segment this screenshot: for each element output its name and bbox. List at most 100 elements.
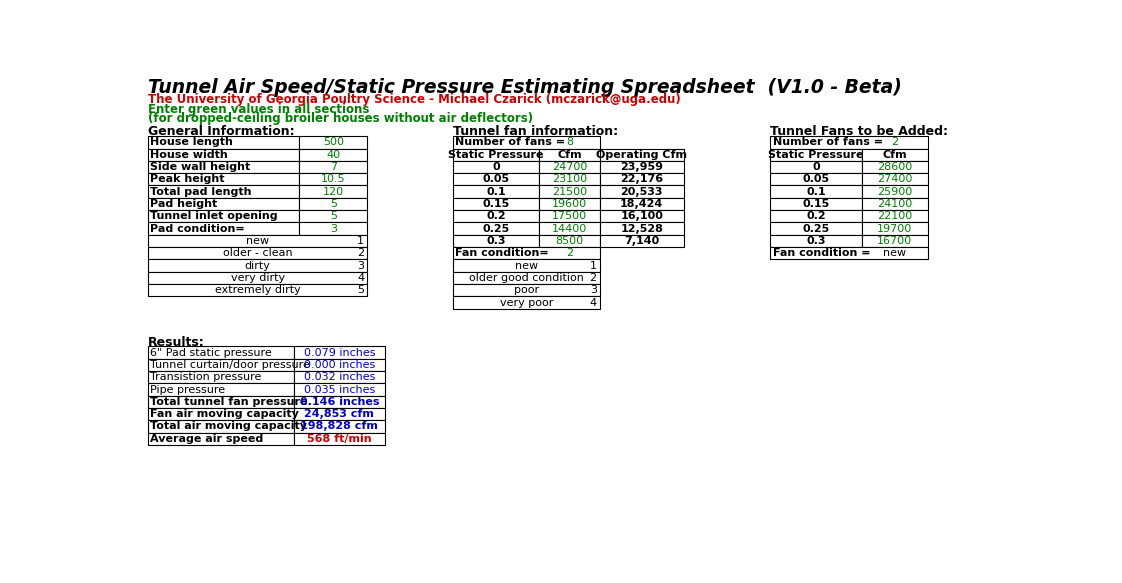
Text: Operating Cfm: Operating Cfm xyxy=(596,150,687,160)
Bar xyxy=(862,223,928,235)
Text: 25900: 25900 xyxy=(877,187,912,196)
Text: very dirty: very dirty xyxy=(231,273,285,283)
Text: Average air speed: Average air speed xyxy=(150,434,264,444)
Bar xyxy=(540,223,600,235)
Text: 120: 120 xyxy=(323,187,343,196)
Bar xyxy=(300,136,367,149)
Text: 7: 7 xyxy=(330,162,337,172)
Bar xyxy=(600,198,683,210)
Bar xyxy=(148,161,300,173)
Bar xyxy=(452,173,540,185)
Text: 5: 5 xyxy=(357,285,365,295)
Text: 17500: 17500 xyxy=(552,211,587,222)
Text: (for dropped-ceiling broiler houses without air deflectors): (for dropped-ceiling broiler houses with… xyxy=(148,113,533,125)
Text: Tunnel fan information:: Tunnel fan information: xyxy=(452,125,618,138)
Text: 2: 2 xyxy=(565,248,573,258)
Text: Total pad length: Total pad length xyxy=(150,187,251,196)
Text: 1: 1 xyxy=(590,261,597,271)
Text: 0.1: 0.1 xyxy=(807,187,826,196)
Text: 28600: 28600 xyxy=(877,162,912,172)
Text: Pad condition=: Pad condition= xyxy=(150,223,245,234)
Bar xyxy=(294,384,385,396)
Bar xyxy=(148,396,294,408)
Bar xyxy=(294,408,385,420)
Bar xyxy=(862,161,928,173)
Bar xyxy=(452,149,540,161)
Text: 0.2: 0.2 xyxy=(807,211,826,222)
Bar xyxy=(148,173,300,185)
Text: 0.079 inches: 0.079 inches xyxy=(304,347,375,357)
Text: 22100: 22100 xyxy=(877,211,912,222)
Text: Tunnel inlet opening: Tunnel inlet opening xyxy=(150,211,278,222)
Bar xyxy=(771,161,862,173)
Bar xyxy=(452,223,540,235)
Text: 3: 3 xyxy=(590,285,597,295)
Text: 0.15: 0.15 xyxy=(482,199,509,209)
Text: 10.5: 10.5 xyxy=(321,174,346,184)
Bar xyxy=(452,161,540,173)
Bar xyxy=(452,259,600,272)
Bar xyxy=(771,223,862,235)
Text: Total air moving capacity: Total air moving capacity xyxy=(150,422,307,431)
Bar xyxy=(540,185,600,198)
Text: Results:: Results: xyxy=(148,336,204,349)
Bar xyxy=(148,272,367,284)
Text: Static Pressure: Static Pressure xyxy=(448,150,544,160)
Text: 2: 2 xyxy=(589,273,597,283)
Text: 0.2: 0.2 xyxy=(486,211,506,222)
Bar xyxy=(294,359,385,371)
Text: 7,140: 7,140 xyxy=(624,236,660,246)
Bar xyxy=(148,284,367,296)
Text: 2: 2 xyxy=(891,138,899,147)
Bar xyxy=(540,198,600,210)
Bar xyxy=(148,136,300,149)
Text: Transistion pressure: Transistion pressure xyxy=(150,372,261,382)
Text: Fan condition=: Fan condition= xyxy=(454,248,549,258)
Text: 0: 0 xyxy=(812,162,820,172)
Bar xyxy=(862,173,928,185)
Text: 19600: 19600 xyxy=(552,199,587,209)
Text: 24,853 cfm: 24,853 cfm xyxy=(304,409,375,419)
Text: 19700: 19700 xyxy=(877,223,912,234)
Bar xyxy=(452,296,600,308)
Text: 16700: 16700 xyxy=(877,236,912,246)
Bar xyxy=(771,173,862,185)
Bar xyxy=(540,161,600,173)
Bar xyxy=(148,384,294,396)
Bar xyxy=(452,210,540,223)
Bar xyxy=(300,210,367,223)
Text: 0: 0 xyxy=(493,162,499,172)
Text: 0.032 inches: 0.032 inches xyxy=(304,372,375,382)
Text: 23100: 23100 xyxy=(552,174,587,184)
Text: Side wall height: Side wall height xyxy=(150,162,250,172)
Text: 21500: 21500 xyxy=(552,187,587,196)
Text: 198,828 cfm: 198,828 cfm xyxy=(301,422,378,431)
Text: 0.15: 0.15 xyxy=(802,199,829,209)
Bar xyxy=(148,223,300,235)
Bar xyxy=(771,185,862,198)
Bar xyxy=(862,210,928,223)
Bar xyxy=(300,161,367,173)
Bar xyxy=(862,235,928,247)
Text: Number of fans =: Number of fans = xyxy=(454,138,564,147)
Text: 5: 5 xyxy=(330,199,337,209)
Bar xyxy=(294,433,385,445)
Bar xyxy=(540,235,600,247)
Text: House length: House length xyxy=(150,138,233,147)
Bar xyxy=(300,185,367,198)
Text: 3: 3 xyxy=(330,223,337,234)
Text: 12,528: 12,528 xyxy=(620,223,663,234)
Text: 3: 3 xyxy=(357,261,365,271)
Bar xyxy=(771,198,862,210)
Text: House width: House width xyxy=(150,150,228,160)
Bar xyxy=(148,235,367,247)
Text: older good condition: older good condition xyxy=(469,273,583,283)
Text: 5: 5 xyxy=(330,211,337,222)
Text: 20,533: 20,533 xyxy=(620,187,663,196)
Bar xyxy=(862,185,928,198)
Text: Fan condition =: Fan condition = xyxy=(773,248,871,258)
Text: General Information:: General Information: xyxy=(148,125,295,138)
Bar xyxy=(540,149,600,161)
Text: 14400: 14400 xyxy=(552,223,587,234)
Bar xyxy=(600,223,683,235)
